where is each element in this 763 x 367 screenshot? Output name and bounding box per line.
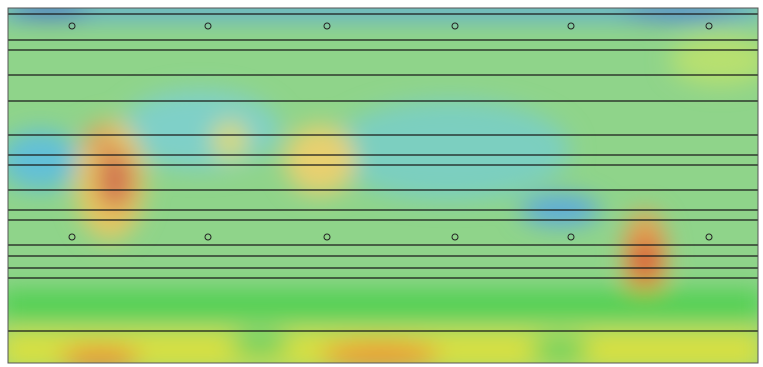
marker	[204, 22, 212, 30]
marker	[567, 233, 575, 241]
markers	[68, 22, 713, 241]
image-border	[7, 7, 759, 364]
marker	[68, 233, 76, 241]
marker	[567, 22, 575, 30]
marker	[68, 22, 76, 30]
marker	[451, 233, 459, 241]
marker	[323, 233, 331, 241]
marker	[705, 22, 713, 30]
marker	[451, 22, 459, 30]
marker	[204, 233, 212, 241]
horizontal-lines	[8, 13, 758, 332]
marker	[323, 22, 331, 30]
marker	[705, 233, 713, 241]
